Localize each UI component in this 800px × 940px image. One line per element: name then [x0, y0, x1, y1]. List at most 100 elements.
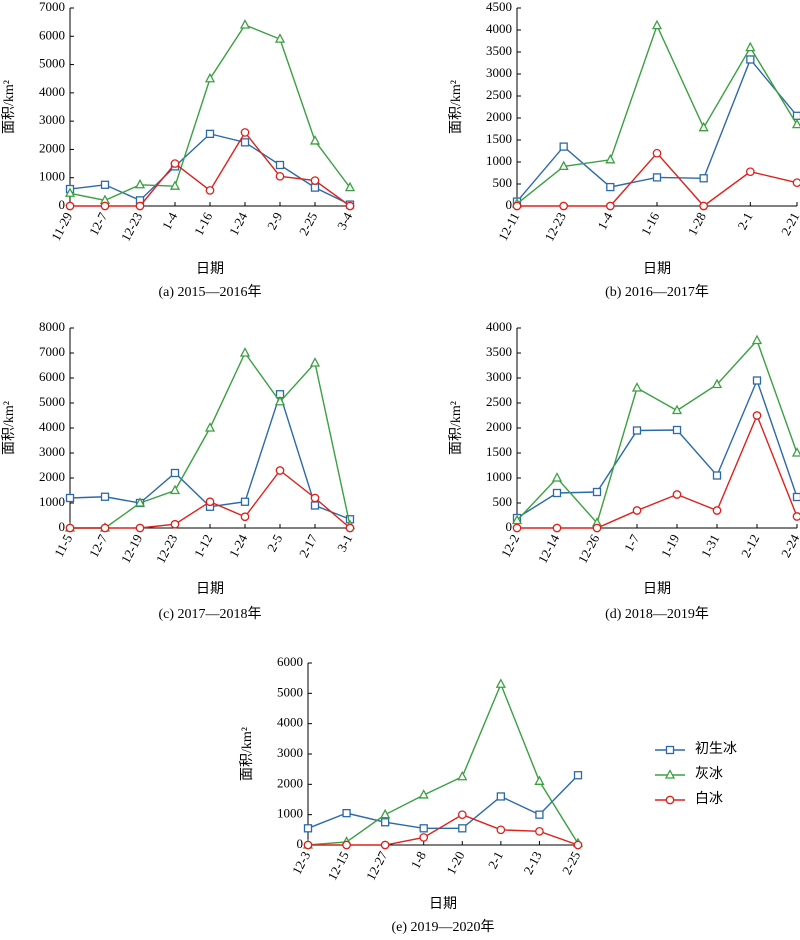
- y-tick-label: 3500: [486, 43, 512, 58]
- marker-triangle: [558, 160, 569, 171]
- marker-circle: [632, 506, 642, 515]
- y-tick-label: 3000: [486, 65, 512, 80]
- marker-circle: [170, 519, 180, 529]
- marker-triangle: [457, 770, 468, 781]
- x-tick-label: 12-23: [118, 210, 145, 244]
- marker-triangle: [309, 357, 321, 367]
- series-line: [516, 339, 798, 525]
- marker-square: [170, 468, 180, 478]
- marker-square: [792, 492, 800, 502]
- legend-label: 白冰: [695, 791, 723, 807]
- marker-circle: [792, 512, 800, 521]
- marker-circle: [512, 201, 522, 211]
- chart-title: (d) 2018—2019年: [605, 606, 709, 622]
- marker-circle: [135, 523, 145, 533]
- marker-circle: [665, 795, 675, 805]
- marker-square: [559, 142, 568, 151]
- marker-circle: [652, 148, 662, 158]
- series-line: [307, 774, 579, 830]
- marker-square: [240, 497, 250, 506]
- x-tick-label: 2-24: [778, 531, 800, 560]
- marker-circle: [672, 490, 682, 499]
- marker-square: [699, 174, 708, 183]
- y-tick-label: 1500: [486, 444, 512, 459]
- y-tick-label: 0: [506, 519, 513, 534]
- marker-circle: [457, 810, 467, 820]
- marker-triangle: [745, 41, 756, 52]
- marker-triangle: [134, 497, 146, 507]
- marker-square: [552, 488, 562, 498]
- y-tick-label: 1000: [486, 469, 512, 484]
- marker-circle: [310, 493, 320, 503]
- marker-triangle: [309, 135, 321, 145]
- x-tick-label: 12-15: [324, 849, 351, 883]
- x-tick-label: 1-16: [191, 209, 216, 238]
- y-tick-label: 0: [297, 836, 304, 851]
- x-tick-label: 1-24: [226, 531, 251, 560]
- marker-square: [310, 501, 320, 510]
- x-tick-label: 11-29: [48, 210, 75, 243]
- x-tick-label: 12-23: [153, 532, 180, 566]
- y-tick-label: 1000: [39, 494, 65, 509]
- marker-circle: [100, 201, 110, 211]
- x-tick-label: 2-13: [520, 849, 544, 877]
- marker-circle: [170, 159, 180, 168]
- chart-title: (c) 2017—2018年: [158, 606, 261, 622]
- x-axis-label: 日期: [643, 261, 671, 277]
- marker-circle: [380, 840, 390, 850]
- x-tick-label: 3-4: [334, 209, 356, 232]
- marker-circle: [592, 523, 602, 533]
- x-tick-label: 1-4: [594, 209, 616, 232]
- marker-circle: [559, 201, 569, 211]
- x-tick-label: 2-9: [264, 210, 285, 232]
- x-tick-label: 2-1: [734, 210, 755, 232]
- y-tick-label: 1000: [39, 169, 65, 184]
- marker-square: [665, 745, 675, 755]
- series-line: [69, 24, 351, 202]
- x-tick-label: 1-4: [159, 209, 181, 232]
- x-tick-label: 1-24: [226, 209, 251, 238]
- marker-circle: [342, 840, 351, 850]
- series-line: [307, 682, 579, 846]
- marker-circle: [573, 840, 583, 850]
- y-tick-label: 3000: [277, 745, 303, 760]
- marker-circle: [135, 201, 145, 211]
- y-tick-label: 0: [59, 197, 66, 212]
- x-tick-label: 1-28: [685, 210, 709, 238]
- y-tick-label: 1000: [486, 153, 512, 168]
- marker-triangle: [274, 395, 286, 406]
- x-tick-label: 1-19: [658, 532, 682, 560]
- marker-square: [240, 138, 250, 147]
- marker-circle: [345, 201, 355, 211]
- y-tick-label: 2000: [277, 775, 303, 790]
- x-tick-label: 1-8: [408, 849, 429, 871]
- marker-triangle: [495, 678, 506, 688]
- marker-square: [419, 824, 428, 833]
- marker-square: [310, 183, 320, 192]
- marker-triangle: [751, 334, 763, 345]
- marker-triangle: [605, 153, 616, 164]
- x-tick-label: 1-7: [621, 531, 643, 554]
- y-tick-label: 7000: [39, 0, 65, 14]
- x-tick-label: 12-7: [86, 209, 111, 238]
- marker-circle: [205, 497, 215, 507]
- y-tick-label: 2000: [486, 109, 512, 124]
- x-tick-label: 12-14: [535, 531, 563, 565]
- marker-square: [205, 129, 215, 139]
- marker-triangle: [64, 187, 76, 197]
- x-tick-label: 12-26: [575, 531, 603, 565]
- marker-circle: [65, 523, 75, 533]
- marker-circle: [240, 512, 250, 522]
- marker-triangle: [274, 33, 286, 43]
- marker-triangle: [204, 422, 216, 432]
- marker-square: [652, 173, 662, 182]
- x-axis-label: 日期: [429, 896, 457, 912]
- marker-square: [342, 809, 351, 818]
- y-tick-label: 0: [59, 519, 66, 534]
- marker-circle: [712, 506, 722, 515]
- marker-square: [303, 824, 313, 833]
- marker-square: [65, 493, 75, 503]
- marker-triangle: [791, 118, 800, 129]
- marker-triangle: [651, 19, 663, 30]
